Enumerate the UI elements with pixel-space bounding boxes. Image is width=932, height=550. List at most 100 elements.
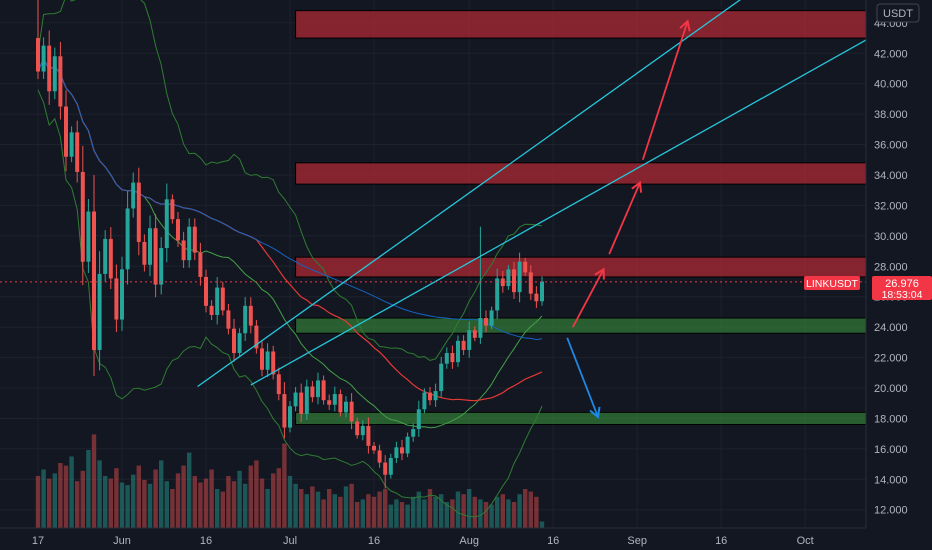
- candle-body: [411, 429, 416, 437]
- candle-body: [164, 199, 169, 249]
- candle-body: [372, 445, 376, 451]
- volume-bar: [114, 468, 119, 528]
- trendline: [197, 0, 741, 388]
- candle-body: [400, 447, 404, 454]
- volume-bar: [461, 494, 466, 528]
- volume-bar: [198, 482, 203, 528]
- time-axis[interactable]: 17 Jun 16 Jul 16 Aug 16 Sep 16 Oct: [32, 535, 814, 547]
- volume-bar: [170, 489, 175, 528]
- volume-bar: [332, 494, 337, 528]
- last-price-label: 26.976: [885, 278, 919, 290]
- candle-body: [467, 330, 472, 350]
- price-tick-label: 42.000: [874, 48, 908, 60]
- volume-bar: [181, 465, 186, 528]
- support-zone: [295, 411, 868, 426]
- price-tick-label: 20.000: [874, 383, 908, 395]
- volume-bar: [506, 499, 511, 528]
- volume-bar: [282, 443, 287, 528]
- candle-body: [120, 269, 124, 320]
- zones: [295, 10, 868, 426]
- candle-body: [360, 426, 365, 436]
- candle-body: [75, 132, 80, 172]
- time-tick-label: 16: [547, 535, 559, 547]
- volume-bar: [315, 491, 321, 528]
- candle-body: [344, 401, 348, 413]
- trendlines[interactable]: [197, 0, 868, 388]
- resistance-zone: [295, 256, 868, 278]
- candle-body: [282, 394, 287, 428]
- volume-bar: [52, 473, 57, 528]
- currency-badge[interactable]: USDT: [876, 3, 920, 23]
- price-tick-label: 22.000: [874, 353, 908, 365]
- volume-bar: [495, 496, 500, 528]
- candle-body: [209, 305, 214, 315]
- volume-bar: [483, 502, 489, 528]
- candle-body: [456, 340, 460, 363]
- candle-body: [405, 436, 410, 454]
- volume-bar: [399, 502, 405, 528]
- volume-bar: [215, 489, 220, 528]
- support-zone: [295, 317, 868, 334]
- price-axis[interactable]: 12.000 14.000 16.000 18.000 20.000 22.000 24.0…: [874, 18, 908, 517]
- time-tick-label: 16: [368, 535, 380, 547]
- candle-body: [444, 353, 449, 364]
- volume-bar: [86, 450, 91, 528]
- volume-bar: [142, 479, 147, 528]
- candle-body: [304, 386, 309, 414]
- candle-body: [523, 261, 528, 273]
- volume-bar: [528, 491, 533, 528]
- volume-bar: [243, 483, 248, 528]
- volume-bar: [439, 494, 444, 528]
- volume-bar: [147, 483, 153, 528]
- candle-body: [136, 182, 141, 242]
- candle-body: [433, 391, 438, 401]
- price-tick-label: 18.000: [874, 413, 908, 425]
- trendline: [250, 38, 868, 386]
- arrows[interactable]: [566, 19, 691, 419]
- candle-body: [461, 340, 466, 350]
- lower-band: [37, 89, 543, 518]
- volume-bar: [136, 465, 141, 528]
- candle-body: [377, 450, 382, 463]
- volume-bar: [511, 502, 517, 528]
- volume-bar: [159, 460, 164, 528]
- candle-body: [181, 240, 186, 261]
- volume-bar: [276, 468, 281, 528]
- volume-bar: [259, 478, 265, 528]
- volume-bar: [209, 469, 214, 528]
- candle-body: [131, 182, 136, 209]
- candle-body: [108, 238, 113, 279]
- volume-bar: [321, 499, 326, 528]
- candle-body: [52, 56, 57, 92]
- candle-body: [260, 348, 264, 370]
- candle-body: [86, 211, 91, 262]
- time-tick-label: Oct: [797, 535, 814, 547]
- candle-body: [293, 392, 298, 407]
- candle-body: [237, 333, 242, 354]
- time-tick-label: Jul: [283, 535, 297, 547]
- volume-bar: [450, 499, 455, 528]
- price-tick-label: 40.000: [874, 79, 908, 91]
- symbol-label: LINKUSDT: [806, 278, 859, 290]
- candle-body: [148, 228, 152, 265]
- volume-bar: [248, 465, 253, 528]
- volume-bar: [75, 481, 80, 528]
- volume-bar: [444, 502, 449, 528]
- volume-bar: [366, 494, 371, 528]
- volume-bar: [416, 491, 421, 528]
- moving-average-blue: [37, 57, 543, 341]
- candle-body: [41, 45, 46, 72]
- volume-bar: [343, 486, 349, 528]
- price-tick-label: 16.000: [874, 444, 908, 456]
- indicators: [37, 0, 543, 518]
- volume-bar: [383, 489, 388, 528]
- projection-arrow-up: [608, 180, 643, 255]
- volume-bar: [467, 489, 472, 528]
- time-tick-label: Sep: [627, 535, 647, 547]
- candle-body: [198, 252, 203, 277]
- volume-bar: [108, 478, 113, 528]
- candle-body: [265, 351, 270, 370]
- volume-bar: [187, 452, 192, 528]
- candle-body: [299, 392, 304, 414]
